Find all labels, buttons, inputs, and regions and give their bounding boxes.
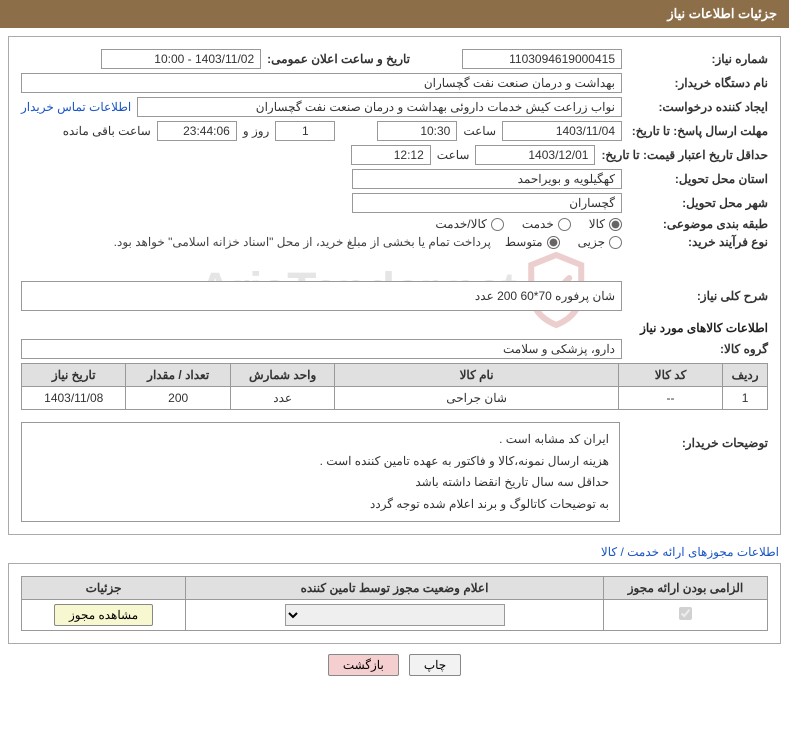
cell-date: 1403/11/08 bbox=[22, 387, 126, 410]
col-code: کد کالا bbox=[618, 364, 722, 387]
perm-status-cell bbox=[186, 600, 604, 631]
delivery-city-label: شهر محل تحویل: bbox=[628, 196, 768, 210]
cell-qty: 200 bbox=[126, 387, 230, 410]
cell-name: شان جراحی bbox=[335, 387, 618, 410]
view-permit-button[interactable]: مشاهده مجوز bbox=[54, 604, 153, 626]
cell-row: 1 bbox=[723, 387, 768, 410]
perm-col-mandatory: الزامی بودن ارائه مجوز bbox=[603, 577, 767, 600]
perm-details-cell: مشاهده مجوز bbox=[22, 600, 186, 631]
perm-table: الزامی بودن ارائه مجوز اعلام وضعیت مجوز … bbox=[21, 576, 768, 631]
action-buttons: چاپ بازگشت bbox=[0, 654, 789, 676]
goods-table: ردیف کد کالا نام کالا واحد شمارش تعداد /… bbox=[21, 363, 768, 410]
goods-section-title: اطلاعات کالاهای مورد نیاز bbox=[21, 321, 768, 335]
price-validity-date: 1403/12/01 bbox=[475, 145, 595, 165]
requester-value: نواب زراعت کیش خدمات داروئی بهداشت و درم… bbox=[137, 97, 622, 117]
price-validity-time: 12:12 bbox=[351, 145, 431, 165]
price-validity-label: حداقل تاریخ اعتبار قیمت: تا تاریخ: bbox=[601, 148, 768, 162]
col-qty: تعداد / مقدار bbox=[126, 364, 230, 387]
need-summary-label: شرح کلی نیاز: bbox=[628, 289, 768, 303]
perm-mandatory-checkbox bbox=[679, 607, 692, 620]
subject-radio-service[interactable]: خدمت bbox=[522, 217, 571, 231]
announce-dt-value: 1403/11/02 - 10:00 bbox=[101, 49, 261, 69]
note-line: ایران کد مشابه است . bbox=[32, 429, 609, 451]
goods-group-label: گروه کالا: bbox=[628, 342, 768, 356]
resp-remaining-label: ساعت باقی مانده bbox=[63, 124, 151, 138]
resp-deadline-label: مهلت ارسال پاسخ: تا تاریخ: bbox=[628, 124, 768, 138]
print-button[interactable]: چاپ bbox=[409, 654, 461, 676]
perm-table-header-row: الزامی بودن ارائه مجوز اعلام وضعیت مجوز … bbox=[22, 577, 768, 600]
resp-deadline-date: 1403/11/04 bbox=[502, 121, 622, 141]
resp-days-label: روز و bbox=[243, 124, 270, 138]
main-details-box: شماره نیاز: 1103094619000415 تاریخ و ساع… bbox=[8, 36, 781, 535]
permissions-box: الزامی بودن ارائه مجوز اعلام وضعیت مجوز … bbox=[8, 563, 781, 644]
proc-radio-minor[interactable]: جزیی bbox=[578, 235, 622, 249]
resp-remaining-time: 23:44:06 bbox=[157, 121, 237, 141]
subject-radio-goods[interactable]: کالا bbox=[589, 217, 622, 231]
delivery-city-value: گچساران bbox=[352, 193, 622, 213]
need-summary-value: شان پرفوره 70*60 200 عدد bbox=[21, 281, 622, 311]
col-date: تاریخ نیاز bbox=[22, 364, 126, 387]
buyer-org-value: بهداشت و درمان صنعت نفت گچساران bbox=[21, 73, 622, 93]
buyer-org-label: نام دستگاه خریدار: bbox=[628, 76, 768, 90]
subject-class-radios: کالا خدمت کالا/خدمت bbox=[435, 217, 622, 231]
need-no-label: شماره نیاز: bbox=[628, 52, 768, 66]
note-line: هزینه ارسال نمونه،کالا و فاکتور به عهده … bbox=[32, 451, 609, 473]
resp-deadline-time: 10:30 bbox=[377, 121, 457, 141]
table-row: 1 -- شان جراحی عدد 200 1403/11/08 bbox=[22, 387, 768, 410]
buyer-contact-link[interactable]: اطلاعات تماس خریدار bbox=[21, 100, 131, 114]
col-unit: واحد شمارش bbox=[230, 364, 334, 387]
perm-table-row: مشاهده مجوز bbox=[22, 600, 768, 631]
subject-class-label: طبقه بندی موضوعی: bbox=[628, 217, 768, 231]
subject-radio-both[interactable]: کالا/خدمت bbox=[435, 217, 503, 231]
resp-time-label: ساعت bbox=[463, 124, 496, 138]
buyer-notes-label: توضیحات خریدار: bbox=[628, 416, 768, 450]
back-button[interactable]: بازگشت bbox=[328, 654, 399, 676]
col-name: نام کالا bbox=[335, 364, 618, 387]
purchase-proc-radios: جزیی متوسط bbox=[505, 235, 622, 249]
buyer-notes-box: ایران کد مشابه است . هزینه ارسال نمونه،ک… bbox=[21, 422, 620, 522]
note-line: حداقل سه سال تاریخ انقضا داشته باشد bbox=[32, 472, 609, 494]
proc-radio-medium[interactable]: متوسط bbox=[505, 235, 560, 249]
perm-status-select[interactable] bbox=[285, 604, 505, 626]
perm-mandatory-cell bbox=[603, 600, 767, 631]
goods-group-value: دارو، پزشکی و سلامت bbox=[21, 339, 622, 359]
note-line: به توضیحات کاتالوگ و برند اعلام شده توجه… bbox=[32, 494, 609, 516]
cell-code: -- bbox=[618, 387, 722, 410]
perm-col-details: جزئیات bbox=[22, 577, 186, 600]
page-header: جزئیات اطلاعات نیاز bbox=[0, 0, 789, 28]
purchase-proc-label: نوع فرآیند خرید: bbox=[628, 235, 768, 249]
goods-table-header-row: ردیف کد کالا نام کالا واحد شمارش تعداد /… bbox=[22, 364, 768, 387]
delivery-province-label: استان محل تحویل: bbox=[628, 172, 768, 186]
perm-col-status: اعلام وضعیت مجوز توسط تامین کننده bbox=[186, 577, 604, 600]
requester-label: ایجاد کننده درخواست: bbox=[628, 100, 768, 114]
perms-section-title: اطلاعات مجوزهای ارائه خدمت / کالا bbox=[0, 545, 779, 559]
resp-days: 1 bbox=[275, 121, 335, 141]
delivery-province-value: کهگیلویه و بویراحمد bbox=[352, 169, 622, 189]
cell-unit: عدد bbox=[230, 387, 334, 410]
purchase-proc-note: پرداخت تمام یا بخشی از مبلغ خرید، از محل… bbox=[114, 235, 491, 249]
page-title: جزئیات اطلاعات نیاز bbox=[667, 6, 777, 21]
announce-dt-label: تاریخ و ساعت اعلان عمومی: bbox=[267, 52, 410, 66]
price-validity-time-label: ساعت bbox=[437, 148, 470, 162]
col-row: ردیف bbox=[723, 364, 768, 387]
need-no-value: 1103094619000415 bbox=[462, 49, 622, 69]
